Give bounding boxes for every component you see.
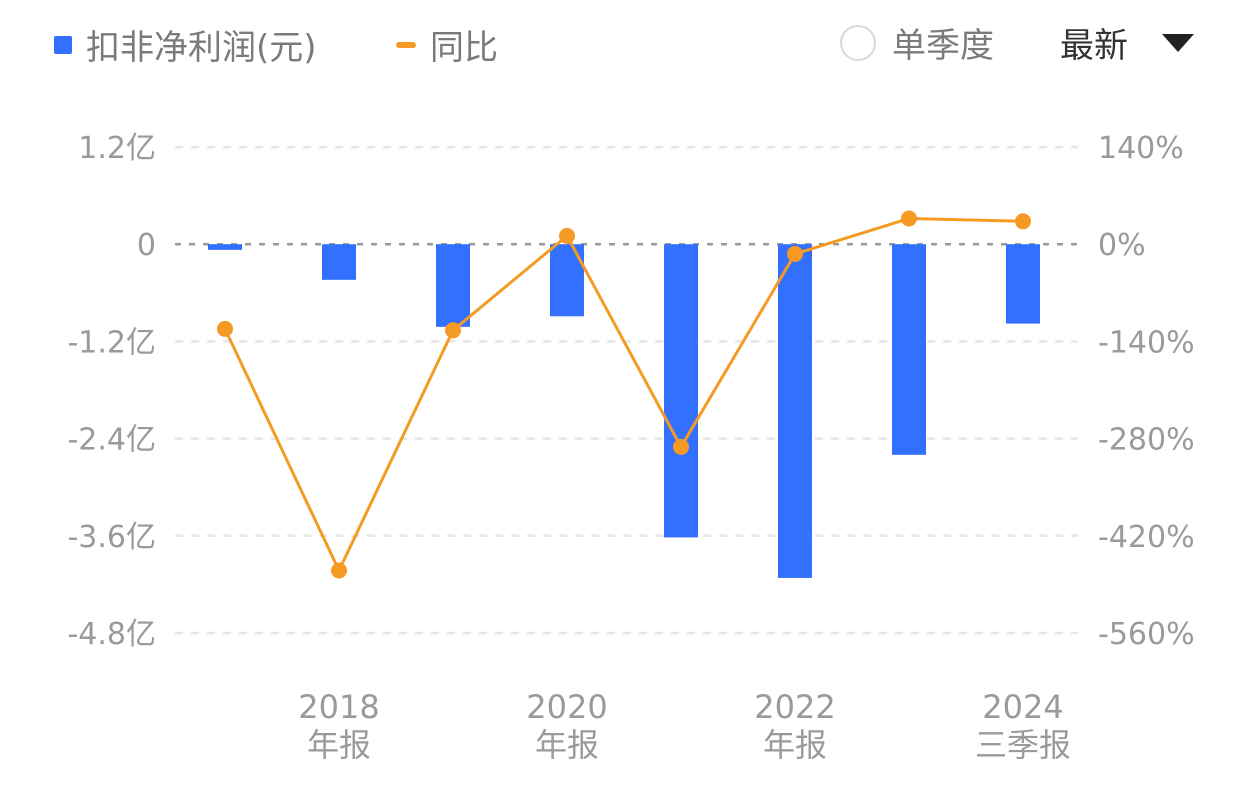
bar [778,244,812,578]
right-axis-tick-label: -280% [1098,423,1195,458]
left-axis-tick-label: -3.6亿 [67,520,156,555]
x-axis-tick-label: 2024 [982,688,1063,726]
legend-item-net-profit[interactable]: 扣非净利润(元) [54,20,317,69]
yoy-point [559,227,575,244]
bar-legend-swatch [54,35,72,54]
yoy-point [787,245,803,262]
legend-item-yoy[interactable]: 同比 [396,20,498,69]
caret-down-icon[interactable] [1162,33,1194,52]
left-axis-tick-label: 1.2亿 [78,131,156,166]
yoy-point [445,322,461,339]
yoy-point [331,562,347,579]
chart-header: 扣非净利润(元) 同比 单季度 最新 [0,0,1260,90]
right-axis-tick-label: -140% [1098,325,1195,360]
x-axis-tick-label: 2022 [754,688,835,726]
yoy-point [901,210,917,227]
right-axis-tick-label: -420% [1098,520,1195,555]
x-axis-tick-label: 2018 [298,688,379,726]
single-quarter-toggle[interactable]: 单季度 [840,18,994,67]
x-axis-tick-sublabel: 年报 [535,726,599,764]
right-axis-tick-label: 0% [1098,228,1146,263]
x-axis-tick-label: 2020 [526,688,607,726]
x-axis-tick-sublabel: 年报 [307,726,371,764]
x-axis-tick-sublabel: 三季报 [975,726,1071,764]
radio-unchecked-icon[interactable] [840,24,876,61]
yoy-point [217,320,233,337]
bar [322,244,356,280]
legend-label-yoy: 同比 [430,28,498,68]
period-dropdown-value: 最新 [1060,26,1128,66]
bar [892,244,926,455]
yoy-point [673,438,689,455]
bar [436,244,470,327]
left-axis-tick-label: -2.4亿 [67,423,156,458]
yoy-line [223,217,1024,573]
bar [1006,244,1040,324]
period-dropdown[interactable]: 最新 [1060,18,1194,67]
left-axis-tick-label: 0 [137,228,156,263]
x-axis-tick-sublabel: 年报 [763,726,827,764]
left-axis-tick-label: -4.8亿 [67,617,156,652]
yoy-point [1015,213,1031,230]
line-legend-swatch [396,41,416,48]
bar [208,244,242,250]
right-axis-tick-label: 140% [1098,131,1184,166]
bar [664,244,698,538]
single-quarter-label: 单季度 [892,26,994,66]
right-axis-tick-label: -560% [1098,617,1195,652]
legend-label-net-profit: 扣非净利润(元) [86,28,317,68]
left-axis-tick-label: -1.2亿 [67,325,156,360]
